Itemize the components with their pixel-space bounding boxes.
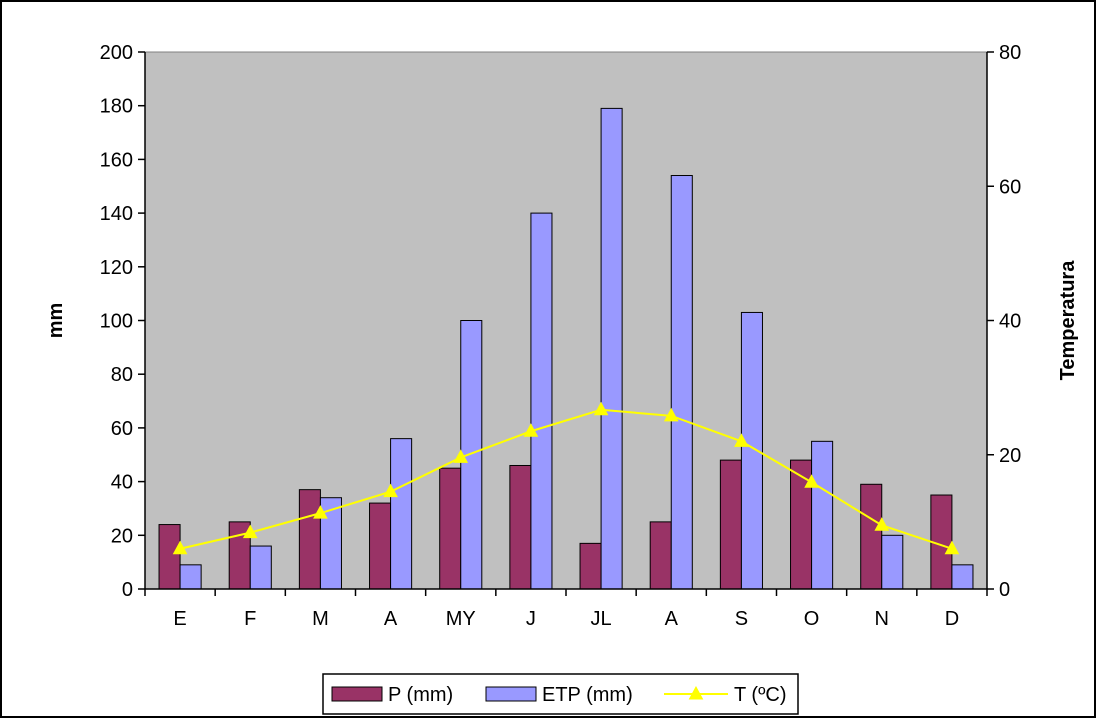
y-tick-label-7: 140 (100, 203, 133, 225)
x-tick-label-0: E (173, 608, 186, 630)
bar-etp-4 (460, 320, 483, 590)
bar-p-0 (158, 524, 181, 590)
plot-area (144, 51, 988, 590)
y-tick-label-3: 60 (111, 418, 133, 440)
bar-p-7 (649, 521, 672, 590)
bar-etp-11 (951, 564, 974, 590)
y2-tick-label-1: 20 (999, 445, 1021, 467)
y2-tick-label-3: 60 (999, 176, 1021, 198)
temperature-marker-0 (172, 540, 188, 555)
bar-p-2 (298, 489, 321, 590)
y2-tick-label-4: 80 (999, 42, 1021, 64)
bar-p-3 (369, 502, 392, 590)
bar-etp-7 (670, 175, 693, 590)
x-tick-label-9: O (804, 608, 820, 630)
temperature-marker-4 (453, 449, 469, 463)
y-tick-label-8: 160 (100, 149, 133, 171)
y2-tick-label-0: 0 (999, 579, 1010, 601)
y-tick-label-1: 20 (111, 525, 133, 547)
labels-layer: 0 20 40 60 80 100 120 140 160 180 200 0 20 40 60 80 E F M A… (100, 42, 1022, 630)
bar-p-6 (579, 542, 602, 590)
y-tick-label-10: 200 (100, 42, 133, 64)
x-tick-label-2: M (312, 608, 329, 630)
legend-box (322, 673, 799, 715)
bar-p-10 (860, 483, 883, 590)
legend-swatch-1 (485, 686, 537, 702)
temperature-marker-8 (734, 433, 749, 447)
x-tick-label-3: A (384, 608, 398, 630)
temperature-marker-9 (804, 474, 819, 488)
y-tick-label-5: 100 (100, 311, 133, 333)
temperature-marker-10 (874, 517, 890, 531)
x-tick-label-4: MY (446, 608, 476, 630)
x-tick-label-7: A (665, 608, 679, 630)
temperature-marker-6 (593, 401, 609, 416)
y2-axis-title: Temperatura (1057, 260, 1079, 381)
legend-swatch-0 (331, 686, 383, 702)
bar-p-5 (509, 464, 532, 590)
line-layer (172, 401, 960, 555)
bar-etp-3 (390, 438, 413, 590)
x-tick-label-5: J (526, 608, 536, 630)
bar-etp-9 (811, 440, 834, 590)
legend-label-2: T (ºC) (734, 684, 786, 706)
y2-tick-label-2: 40 (999, 311, 1021, 333)
temperature-marker-1 (242, 524, 258, 539)
y-tick-label-4: 80 (111, 364, 133, 386)
legend: P (mm) ETP (mm) T (ºC) (322, 673, 799, 715)
temperature-marker-2 (313, 505, 328, 519)
legend-label-1: ETP (mm) (542, 684, 633, 706)
temperature-marker-5 (523, 423, 539, 437)
x-tick-label-10: N (875, 608, 889, 630)
y-tick-label-9: 180 (100, 96, 133, 118)
legend-label-0: P (mm) (388, 684, 453, 706)
bar-etp-1 (249, 545, 272, 590)
x-tick-label-8: S (735, 608, 748, 630)
bar-etp-6 (600, 107, 623, 590)
bar-p-4 (439, 467, 462, 590)
legend-marker-2 (688, 685, 704, 700)
axes-layer (138, 51, 994, 596)
y-tick-label-0: 0 (122, 579, 133, 601)
temperature-marker-3 (383, 483, 398, 498)
temperature-marker-11 (944, 540, 960, 555)
bar-etp-5 (530, 212, 553, 590)
y-tick-label-6: 120 (100, 257, 133, 279)
bar-etp-0 (179, 564, 202, 590)
y-axis-title: mm (45, 303, 67, 339)
bars-layer (158, 107, 974, 590)
temperature-marker-7 (663, 407, 679, 422)
bar-p-8 (719, 459, 742, 590)
x-tick-label-11: D (945, 608, 959, 630)
temperature-line (179, 408, 953, 550)
x-tick-label-1: F (244, 608, 256, 630)
y-tick-label-2: 40 (111, 472, 133, 494)
x-tick-label-6: JL (591, 608, 612, 630)
bar-etp-10 (881, 534, 904, 590)
